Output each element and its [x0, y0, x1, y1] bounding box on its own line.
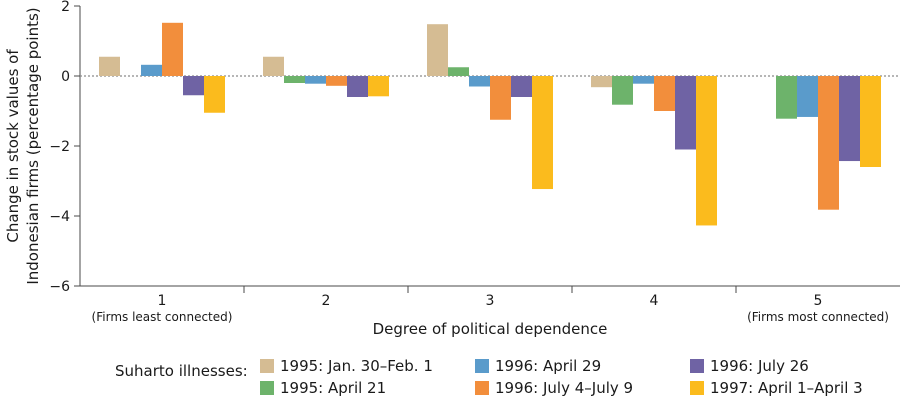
- bar: [204, 76, 225, 113]
- bar: [448, 67, 469, 76]
- bar: [263, 56, 284, 76]
- legend-swatch: [475, 381, 489, 395]
- bar: [839, 76, 860, 162]
- legend-label: 1997: April 1–April 3: [710, 379, 863, 397]
- x-tick-label: 1: [158, 293, 167, 309]
- y-tick-label: −6: [49, 279, 70, 295]
- bar: [469, 76, 490, 87]
- bar: [675, 76, 696, 150]
- bar: [326, 76, 347, 86]
- y-tick-label: 2: [61, 0, 70, 15]
- bar: [347, 76, 368, 97]
- bar: [427, 24, 448, 76]
- bar: [368, 76, 389, 97]
- bar: [141, 64, 162, 76]
- legend-swatch: [260, 359, 274, 373]
- x-tick-label: 5: [814, 293, 823, 309]
- bar: [797, 76, 818, 117]
- bar: [818, 76, 839, 210]
- y-ticks: 2 0 −2 −4 −6: [49, 0, 80, 295]
- legend-label: 1995: Jan. 30–Feb. 1: [280, 357, 433, 375]
- bar: [654, 76, 675, 111]
- x-tick-sublabel: (Firms least connected): [92, 310, 233, 324]
- bar: [612, 76, 633, 105]
- y-tick-label: −2: [49, 139, 70, 155]
- bar: [99, 56, 120, 76]
- category-labels: 1(Firms least connected) 2 3 4 5(Firms most …: [92, 293, 889, 324]
- bar: [591, 76, 612, 88]
- bar: [860, 76, 881, 167]
- y-axis-title: Change in stock values of: [4, 49, 22, 243]
- legend-label: 1996: July 26: [710, 357, 809, 375]
- legend-swatch: [690, 359, 704, 373]
- legend-swatch: [690, 381, 704, 395]
- legend-label: 1995: April 21: [280, 379, 386, 397]
- legend: 1995: Jan. 30–Feb. 1 1995: April 21 1996: …: [260, 357, 863, 397]
- y-tick-label: −4: [49, 209, 70, 225]
- x-tick-label: 2: [322, 293, 331, 309]
- x-ticks: [243, 286, 737, 293]
- legend-label: 1996: July 4–July 9: [495, 379, 633, 397]
- bar: [490, 76, 511, 120]
- bar: [162, 22, 183, 76]
- legend-title: Suharto illnesses:: [115, 362, 248, 380]
- bar: [696, 76, 717, 226]
- x-tick-sublabel: (Firms most connected): [747, 310, 889, 324]
- x-tick-label: 4: [650, 293, 659, 309]
- legend-swatch: [260, 381, 274, 395]
- bar: [532, 76, 553, 190]
- bar: [183, 76, 204, 96]
- legend-label: 1996: April 29: [495, 357, 601, 375]
- bar: [776, 76, 797, 119]
- bar: [284, 76, 305, 83]
- bar: [305, 76, 326, 84]
- x-tick-label: 3: [486, 293, 495, 309]
- legend-swatch: [475, 359, 489, 373]
- x-axis-title: Degree of political dependence: [373, 320, 608, 338]
- y-axis-title-line2: Indonesian firms (percentage points): [24, 7, 42, 284]
- y-tick-label: 0: [61, 69, 70, 85]
- bars: [99, 22, 881, 226]
- bar: [633, 76, 654, 84]
- bar: [511, 76, 532, 97]
